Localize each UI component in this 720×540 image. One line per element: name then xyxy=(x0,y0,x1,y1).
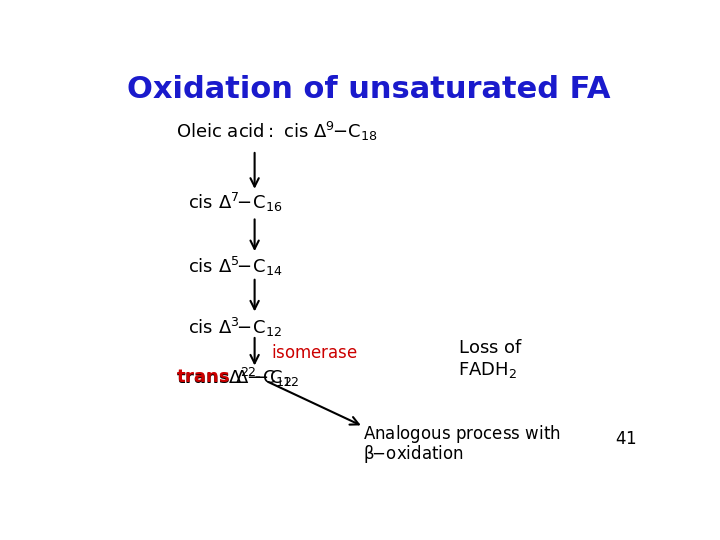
Text: $\mathrm{isomerase}$: $\mathrm{isomerase}$ xyxy=(271,343,359,362)
Text: $\mathrm{FADH_2}$: $\mathrm{FADH_2}$ xyxy=(459,360,517,380)
Text: $\mathrm{cis\ \Delta^5\!\!-\!C_{14}}$: $\mathrm{cis\ \Delta^5\!\!-\!C_{14}}$ xyxy=(188,255,282,278)
Text: $\mathrm{41}$: $\mathrm{41}$ xyxy=(615,430,636,448)
Text: Oxidation of unsaturated FA: Oxidation of unsaturated FA xyxy=(127,75,611,104)
Text: $\mathbf{trans}$: $\mathbf{trans}$ xyxy=(176,368,230,387)
Text: $\mathrm{\Delta^2\!\!-\!C_{12}}$: $\mathrm{\Delta^2\!\!-\!C_{12}}$ xyxy=(228,366,292,389)
Text: $\mathrm{\beta\!\!-\!oxidation}$: $\mathrm{\beta\!\!-\!oxidation}$ xyxy=(364,443,464,464)
Text: $\mathrm{Analogous\ process\ with}$: $\mathrm{Analogous\ process\ with}$ xyxy=(364,423,561,445)
Text: $\mathrm{Loss\ of}$: $\mathrm{Loss\ of}$ xyxy=(459,339,523,357)
Text: $\mathrm{cis\ \Delta^3\!\!-\!C_{12}}$: $\mathrm{cis\ \Delta^3\!\!-\!C_{12}}$ xyxy=(188,316,282,339)
Text: $\mathbf{trans}\ \mathrm{\Delta^2\!\!-\!C_{12}}$: $\mathbf{trans}\ \mathrm{\Delta^2\!\!-\!… xyxy=(176,366,300,389)
Text: $\mathrm{Oleic\ acid:\ cis\ \Delta^9\!\!-\!C_{18}}$: $\mathrm{Oleic\ acid:\ cis\ \Delta^9\!\!… xyxy=(176,120,378,143)
Text: $\mathrm{cis\ \Delta^7\!\!-\!C_{16}}$: $\mathrm{cis\ \Delta^7\!\!-\!C_{16}}$ xyxy=(188,191,282,213)
